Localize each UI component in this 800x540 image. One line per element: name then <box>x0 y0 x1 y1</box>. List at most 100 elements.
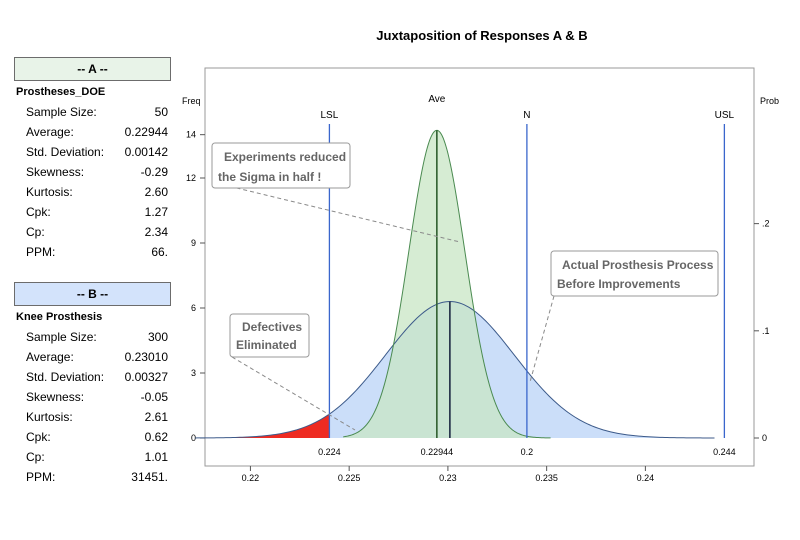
group-a-title: Prostheses_DOE <box>16 86 106 98</box>
x-tick-label: 0.22 <box>242 473 260 483</box>
series-b-curve <box>195 300 715 439</box>
stat-value: 0.22944 <box>124 125 168 139</box>
annotation-experiments-box <box>211 142 351 189</box>
group-a-header-label: -- A -- <box>77 62 108 76</box>
stat-label: Std. Deviation: <box>26 145 105 159</box>
series-a-area <box>343 130 551 438</box>
annotation-defectives-line-2: Eliminated <box>236 338 297 352</box>
y-left-tick-label: 12 <box>186 173 196 183</box>
annotation-defectives-leader <box>231 356 356 431</box>
stat-row: Average: 0.22944 <box>26 125 168 145</box>
stat-value: 300 <box>147 330 168 344</box>
stat-label: Cp: <box>26 225 45 239</box>
annotation-defectives-line-1: Defectives <box>242 320 302 334</box>
y-left-tick-label: 0 <box>191 433 196 443</box>
group-b-title: Knee Prosthesis <box>16 311 103 323</box>
defect-region <box>195 414 330 438</box>
stat-label: Cpk: <box>26 205 51 219</box>
annotation-actual-line-1: Actual Prosthesis Process <box>562 258 714 272</box>
group-a-header[interactable]: -- A -- <box>14 57 171 81</box>
x-tick-label: 0.23 <box>439 473 457 483</box>
stat-label: Cp: <box>26 450 45 464</box>
distribution-curves <box>195 129 715 439</box>
stat-label: Std. Deviation: <box>26 370 105 384</box>
stat-row: Cp: 1.01 <box>26 450 168 470</box>
annotation-actual-box <box>550 250 719 297</box>
stat-row: Cp: 2.34 <box>26 225 168 245</box>
stat-value: 31451. <box>131 470 168 484</box>
stat-row: Std. Deviation: 0.00142 <box>26 145 168 165</box>
stat-value: 0.00142 <box>124 145 168 159</box>
stat-row: Sample Size: 50 <box>26 105 168 125</box>
stat-value: 66. <box>151 245 168 259</box>
stat-row: Skewness: -0.29 <box>26 165 168 185</box>
stat-label: Sample Size: <box>26 105 97 119</box>
y-left-tick-label: 3 <box>191 368 196 378</box>
stat-value: 1.27 <box>144 205 168 219</box>
stat-row: Cpk: 0.62 <box>26 430 168 450</box>
stat-label: PPM: <box>26 470 56 484</box>
stat-value: 2.61 <box>144 410 168 424</box>
stat-row: PPM: 31451. <box>26 470 168 490</box>
stat-row: Kurtosis: 2.60 <box>26 185 168 205</box>
spec-label-usl: USL <box>715 110 735 121</box>
spec-value-n: 0.2 <box>521 447 534 457</box>
y-left-tick-label: 6 <box>191 303 196 313</box>
stat-label: Average: <box>26 125 74 139</box>
x-tick-label: 0.225 <box>338 473 361 483</box>
y-right-tick-label: .2 <box>762 219 770 229</box>
group-b-header[interactable]: -- B -- <box>14 282 171 306</box>
spec-value-ave: 0.22944 <box>421 447 454 457</box>
stats-panel: -- A -- Prostheses_DOE Sample Size: 50 Ave… <box>0 0 190 540</box>
spec-label-lsl: LSL <box>321 110 339 121</box>
stat-label: Cpk: <box>26 430 51 444</box>
stat-value: -0.05 <box>140 390 168 404</box>
stat-row: PPM: 66. <box>26 245 168 265</box>
y-left-tick-label: 14 <box>186 130 196 140</box>
stat-value: 2.34 <box>144 225 168 239</box>
y-right-tick-label: 0 <box>762 433 767 443</box>
stat-value: 0.23010 <box>124 350 168 364</box>
x-tick-label: 0.235 <box>535 473 558 483</box>
stat-row: Sample Size: 300 <box>26 330 168 350</box>
annotation-actual-leader <box>529 295 555 383</box>
spec-label-n: N <box>523 110 530 121</box>
stat-label: Skewness: <box>26 390 85 404</box>
stat-row: Average: 0.23010 <box>26 350 168 370</box>
stat-label: Sample Size: <box>26 330 97 344</box>
stat-row: Kurtosis: 2.61 <box>26 410 168 430</box>
annotation-experiments: Experiments reduced the Sigma in half ! <box>211 142 461 243</box>
left-axis-label: Freq <box>182 96 201 106</box>
chart-title: Juxtaposition of Responses A & B <box>376 28 587 43</box>
stat-row: Std. Deviation: 0.00327 <box>26 370 168 390</box>
stat-value: 2.60 <box>144 185 168 199</box>
y-right-tick-label: .1 <box>762 326 770 336</box>
stat-value: -0.29 <box>140 165 168 179</box>
annotation-experiments-line-1: Experiments reduced <box>224 150 346 164</box>
stat-row: Cpk: 1.27 <box>26 205 168 225</box>
group-b-header-label: -- B -- <box>76 287 109 301</box>
stat-label: Kurtosis: <box>26 410 73 424</box>
stat-value: 0.00327 <box>124 370 168 384</box>
annotation-actual: Actual Prosthesis Process Before Improve… <box>529 250 719 383</box>
stat-label: Average: <box>26 350 74 364</box>
spec-label-ave: Ave <box>428 94 445 105</box>
stat-value: 1.01 <box>144 450 168 464</box>
spec-value-usl: 0.244 <box>713 447 736 457</box>
annotation-experiments-line-2: the Sigma in half ! <box>218 170 321 184</box>
spec-lines: LSL 0.224 Ave 0.22944 N 0.2 USL 0.244 <box>318 94 735 457</box>
stat-row: Skewness: -0.05 <box>26 390 168 410</box>
stat-label: Skewness: <box>26 165 85 179</box>
annotation-defectives-box <box>229 313 310 358</box>
stat-value: 50 <box>154 105 168 119</box>
axis-ticks: 0.22 0.225 0.23 0.235 0.24 0 3 6 9 12 14 0 .1 .2 <box>186 130 770 483</box>
right-axis-label: Prob <box>760 96 779 106</box>
stat-label: PPM: <box>26 245 56 259</box>
y-left-tick-label: 9 <box>191 238 196 248</box>
stat-value: 0.62 <box>144 430 168 444</box>
stat-label: Kurtosis: <box>26 185 73 199</box>
annotation-actual-line-2: Before Improvements <box>557 277 681 291</box>
series-a-curve <box>343 129 551 439</box>
annotation-defectives: Defectives Eliminated <box>229 313 356 431</box>
